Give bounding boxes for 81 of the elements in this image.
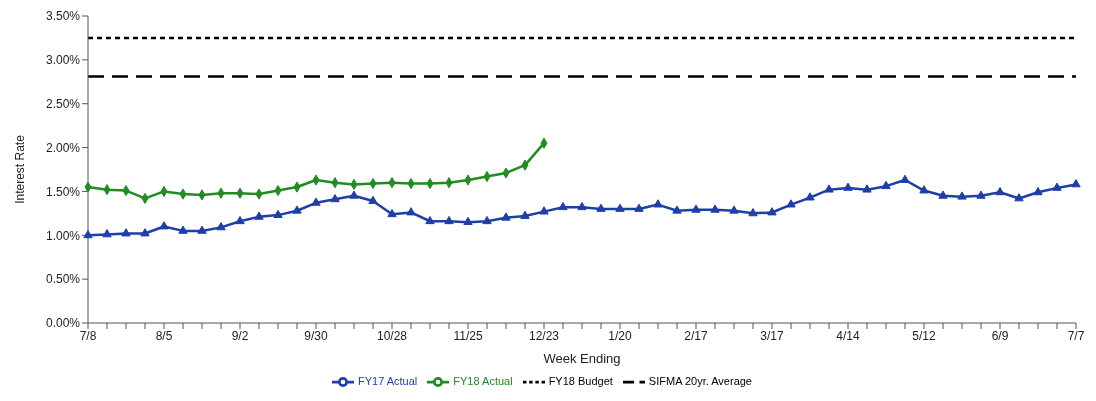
point [539,206,549,215]
y-tick-label: 0.50% [45,272,81,287]
point [691,204,701,213]
point [710,204,720,213]
point [1071,179,1081,188]
x-axis-title: Week Ending [543,351,621,366]
point [900,174,910,183]
point [102,229,112,238]
x-tick-label: 7/7 [1067,328,1085,343]
point [368,195,378,204]
point [387,208,397,218]
point [178,225,188,234]
point [121,228,131,237]
point [349,190,359,199]
point [596,203,606,212]
y-tick-label: 3.00% [45,53,81,68]
point [615,203,625,212]
point [482,215,492,225]
y-tick-label: 1.00% [45,228,81,243]
point [1014,193,1024,202]
point [805,192,815,201]
point [653,199,663,208]
point [273,209,283,219]
point [577,201,587,211]
legend-label: FY17 Actual [357,374,418,387]
point [235,215,245,225]
x-tick-label: 5/12 [912,328,936,343]
y-tick-label: 1.50% [45,184,81,199]
point [425,215,435,225]
x-tick-label: 7/8 [79,328,97,343]
x-tick-label: 1/20 [608,328,632,343]
y-tick-label: 2.50% [45,96,81,111]
point [216,222,226,231]
y-tick-label: 3.50% [45,9,81,24]
point [558,201,568,211]
legend-label: SIFMA 20yr. Average [648,374,752,387]
point [995,187,1005,196]
point [938,190,948,199]
point [672,205,682,214]
x-tick-label: 2/17 [684,328,708,343]
point [786,199,796,208]
x-tick-label: 11/25 [453,328,483,343]
point [406,207,416,216]
x-tick-label: 9/30 [304,328,328,343]
point [83,229,93,239]
x-tick-label: 3/17 [760,328,784,343]
point [140,228,150,237]
point [862,184,872,193]
y-tick-label: 0.00% [45,316,81,331]
y-axis-title: Interest Rate [13,134,28,204]
point [634,203,644,212]
x-tick-label: 9/2 [231,328,249,343]
point [976,190,986,199]
point [919,185,929,194]
point [520,210,530,219]
point [254,211,264,220]
point [1052,182,1062,191]
point [311,197,321,206]
point [159,221,169,230]
point [444,215,454,225]
x-tick-label: 6/9 [991,328,1009,343]
point [729,205,739,214]
point [463,216,473,226]
y-tick-label: 2.00% [45,140,81,155]
point [330,194,340,203]
legend-label: FY18 Budget [548,374,613,387]
point [292,205,302,214]
point [767,207,777,216]
point [1033,187,1043,196]
x-tick-label: 12/23 [528,328,560,343]
point [748,208,758,217]
point [881,180,891,190]
point [197,225,207,234]
x-tick-label: 4/14 [836,328,860,343]
point [843,182,853,191]
x-tick-label: 10/28 [376,328,408,343]
point [501,212,511,221]
point [957,191,967,200]
x-tick-label: 8/5 [155,328,173,343]
point [824,184,834,193]
legend-label: FY18 Actual [453,374,513,387]
